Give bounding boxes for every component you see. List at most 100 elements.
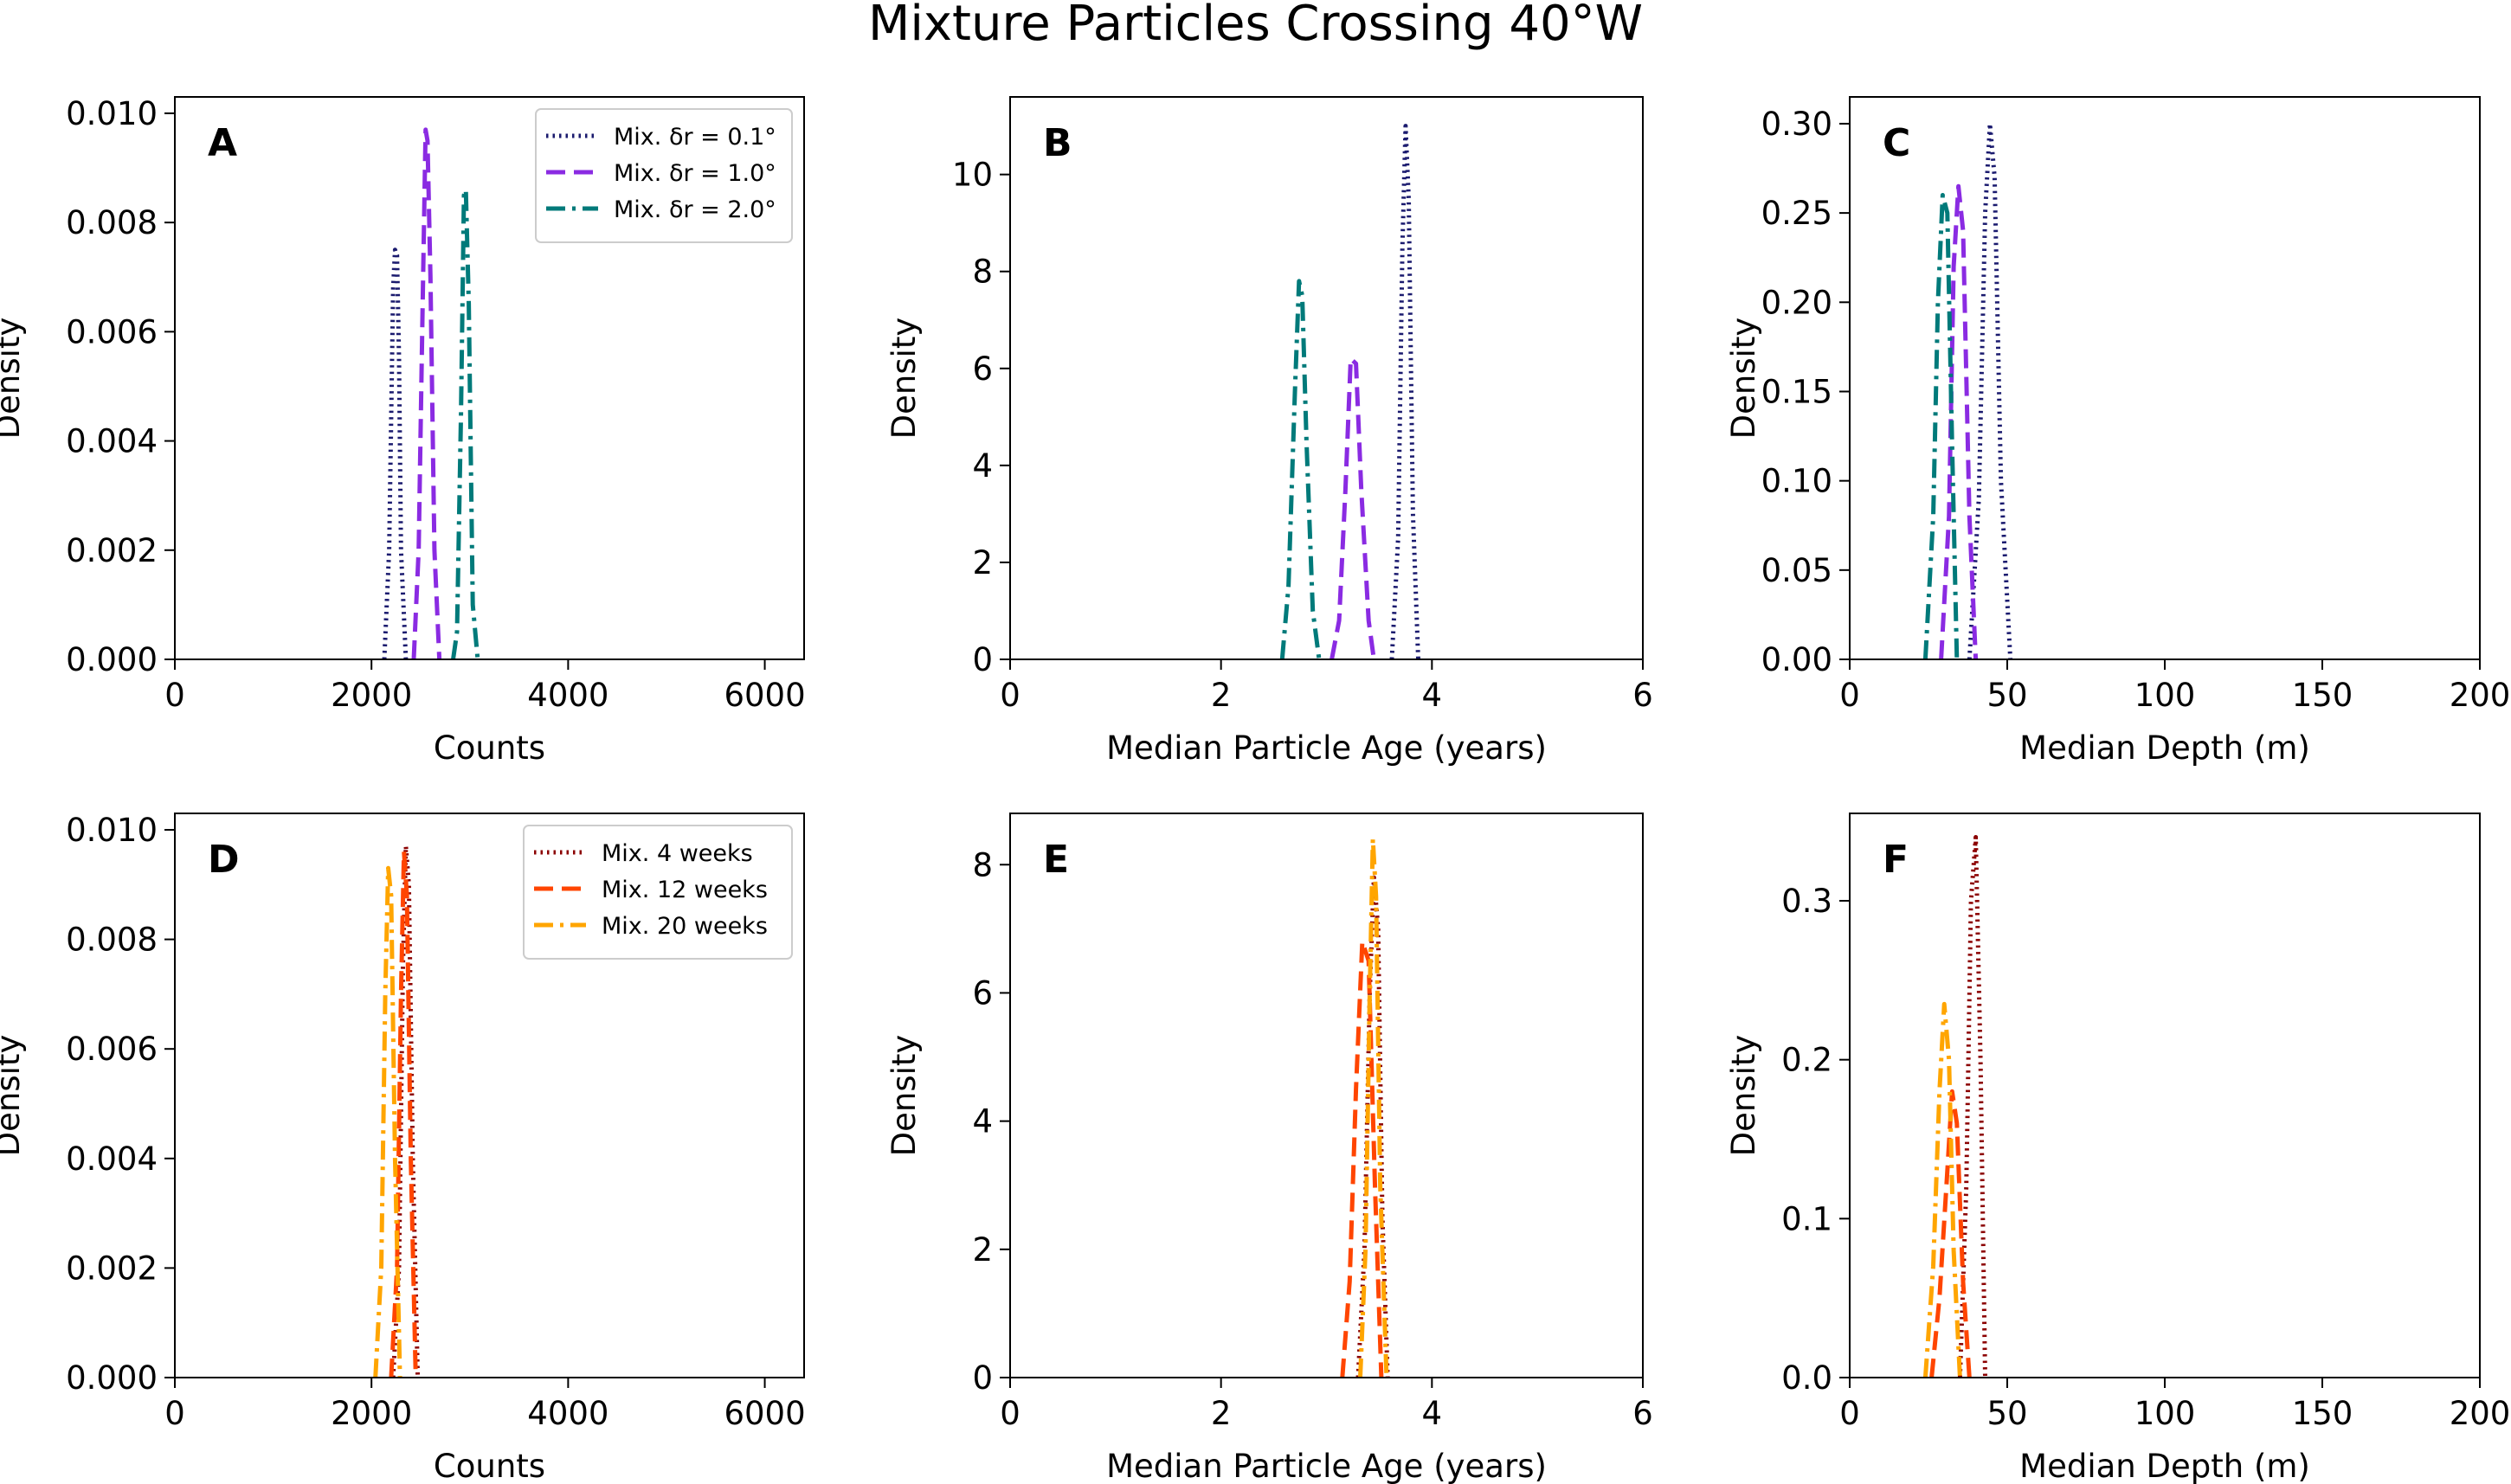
plot-frame <box>1849 96 2481 660</box>
y-axis-label: Density <box>0 1035 27 1157</box>
x-tick-label: 50 <box>1986 677 2027 714</box>
legend-box <box>523 825 793 960</box>
panel-letter: B <box>1043 121 1072 165</box>
x-tick-label: 2000 <box>331 1395 412 1432</box>
panel-a: 0 2000 4000 6000 0.000 0.002 0.004 0.006 0.008 0.… <box>0 95 806 767</box>
series-line-dashdot <box>1279 279 1322 659</box>
legend: Mix. δr = 0.1° Mix. δr = 1.0° Mix. δr = 2.… <box>535 108 793 243</box>
x-tick-label: 6 <box>1632 677 1653 714</box>
y-tick-label: 0.006 <box>66 313 158 350</box>
figure-title: Mixture Particles Crossing 40°W <box>868 0 1643 52</box>
x-tick-label: 4000 <box>527 1395 608 1432</box>
legend: Mix. 4 weeks Mix. 12 weeks Mix. 20 weeks <box>523 825 793 960</box>
panel-f: 0 50 100 150 200 0.0 0.1 0.2 0.3 Median Depth (m)… <box>1725 813 2510 1484</box>
x-tick-label: 100 <box>2134 1395 2196 1432</box>
series-line-dotted <box>1967 121 2013 659</box>
series-line-dotted <box>1957 835 1987 1378</box>
x-tick-label: 150 <box>2292 677 2353 714</box>
y-axis-label: Density <box>0 318 27 440</box>
y-tick-label: 0.1 <box>1781 1200 1832 1237</box>
panel-b: 0 2 4 6 0 2 4 6 8 10 Median Particle Age (years) De… <box>885 96 1653 767</box>
series-line-dashed <box>1939 183 1979 659</box>
y-tick-label: 0.002 <box>66 1250 158 1287</box>
x-tick-label: 2 <box>1211 677 1232 714</box>
y-tick-label: 0.010 <box>66 95 158 132</box>
plot-frame <box>1009 813 1644 1378</box>
y-tick-label: 0.000 <box>66 1359 158 1397</box>
y-tick-label: 2 <box>972 544 993 581</box>
x-tick-label: 2000 <box>331 677 412 714</box>
x-axis-label: Median Particle Age (years) <box>1106 729 1547 767</box>
y-tick-label: 0.006 <box>66 1031 158 1068</box>
x-axis-label: Median Depth (m) <box>2019 1448 2310 1484</box>
panel-letter: F <box>1883 838 1909 882</box>
series-group <box>1279 124 1420 659</box>
x-tick-label: 6000 <box>724 677 805 714</box>
series-group <box>1922 835 1987 1378</box>
series-line-dotted <box>1389 124 1420 659</box>
series-line-dotted <box>382 247 409 659</box>
plot-frame <box>1849 813 2481 1378</box>
y-tick-label: 0.25 <box>1761 195 1832 232</box>
series-line-dashdot <box>1358 837 1389 1378</box>
y-tick-label: 0.000 <box>66 641 158 678</box>
legend-label: Mix. 12 weeks <box>602 877 768 903</box>
panel-letter: D <box>208 838 240 882</box>
series-line-dashed <box>389 849 418 1378</box>
y-axis-label: Density <box>885 318 923 440</box>
series-line-dashed <box>1929 1089 1972 1378</box>
series-group <box>382 127 480 659</box>
x-tick-label: 0 <box>1000 677 1020 714</box>
y-tick-label: 6 <box>972 974 993 1012</box>
panel-d: 0 2000 4000 6000 0.000 0.002 0.004 0.006 0.008 0.… <box>0 812 806 1484</box>
x-tick-label: 0 <box>1839 1395 1860 1432</box>
series-group <box>373 844 421 1378</box>
x-tick-label: 4 <box>1422 677 1443 714</box>
y-tick-label: 0.0 <box>1781 1359 1832 1397</box>
y-tick-label: 0.004 <box>66 1140 158 1178</box>
y-tick-label: 2 <box>972 1231 993 1269</box>
y-tick-label: 0 <box>972 1359 993 1397</box>
legend-label: Mix. 20 weeks <box>602 913 768 940</box>
y-tick-label: 0.008 <box>66 922 158 959</box>
y-tick-label: 0.3 <box>1781 883 1832 920</box>
x-tick-label: 200 <box>2450 677 2511 714</box>
panel-letter: E <box>1043 838 1069 882</box>
y-tick-label: 0.2 <box>1781 1042 1832 1079</box>
y-axis-label: Density <box>1725 318 1762 440</box>
y-tick-label: 0.010 <box>66 812 158 849</box>
plot-frame <box>174 813 805 1378</box>
x-tick-label: 150 <box>2292 1395 2353 1432</box>
x-tick-label: 200 <box>2450 1395 2511 1432</box>
panel-letter: C <box>1883 121 1910 165</box>
series-group <box>1922 121 2013 659</box>
y-tick-label: 0.008 <box>66 204 158 241</box>
y-axis-label: Density <box>885 1035 923 1157</box>
legend-label: Mix. δr = 0.1° <box>614 124 776 151</box>
x-tick-label: 4 <box>1422 1395 1443 1432</box>
panel-e: 0 2 4 6 0 2 4 6 8 Median Particle Age (years) Dens… <box>885 813 1653 1484</box>
y-tick-label: 0.10 <box>1761 463 1832 500</box>
x-tick-label: 6 <box>1632 1395 1653 1432</box>
x-tick-label: 0 <box>1839 677 1860 714</box>
series-group <box>1340 837 1390 1378</box>
x-tick-label: 0 <box>164 1395 185 1432</box>
y-tick-label: 8 <box>972 846 993 883</box>
series-line-dashdot <box>451 187 480 659</box>
x-axis-label: Median Depth (m) <box>2019 729 2310 767</box>
x-tick-label: 6000 <box>724 1395 805 1432</box>
y-tick-label: 0.05 <box>1761 552 1832 589</box>
y-tick-label: 6 <box>972 350 993 388</box>
y-tick-label: 10 <box>952 157 993 194</box>
x-tick-label: 50 <box>1986 1395 2027 1432</box>
series-line-dashdot <box>1922 193 1960 659</box>
y-tick-label: 4 <box>972 1103 993 1140</box>
y-tick-label: 0 <box>972 641 993 678</box>
y-tick-label: 0.00 <box>1761 641 1832 678</box>
legend-label: Mix. δr = 1.0° <box>614 160 776 187</box>
plot-frame <box>174 96 805 660</box>
legend-label: Mix. 4 weeks <box>602 840 753 867</box>
y-tick-label: 0.30 <box>1761 106 1832 143</box>
